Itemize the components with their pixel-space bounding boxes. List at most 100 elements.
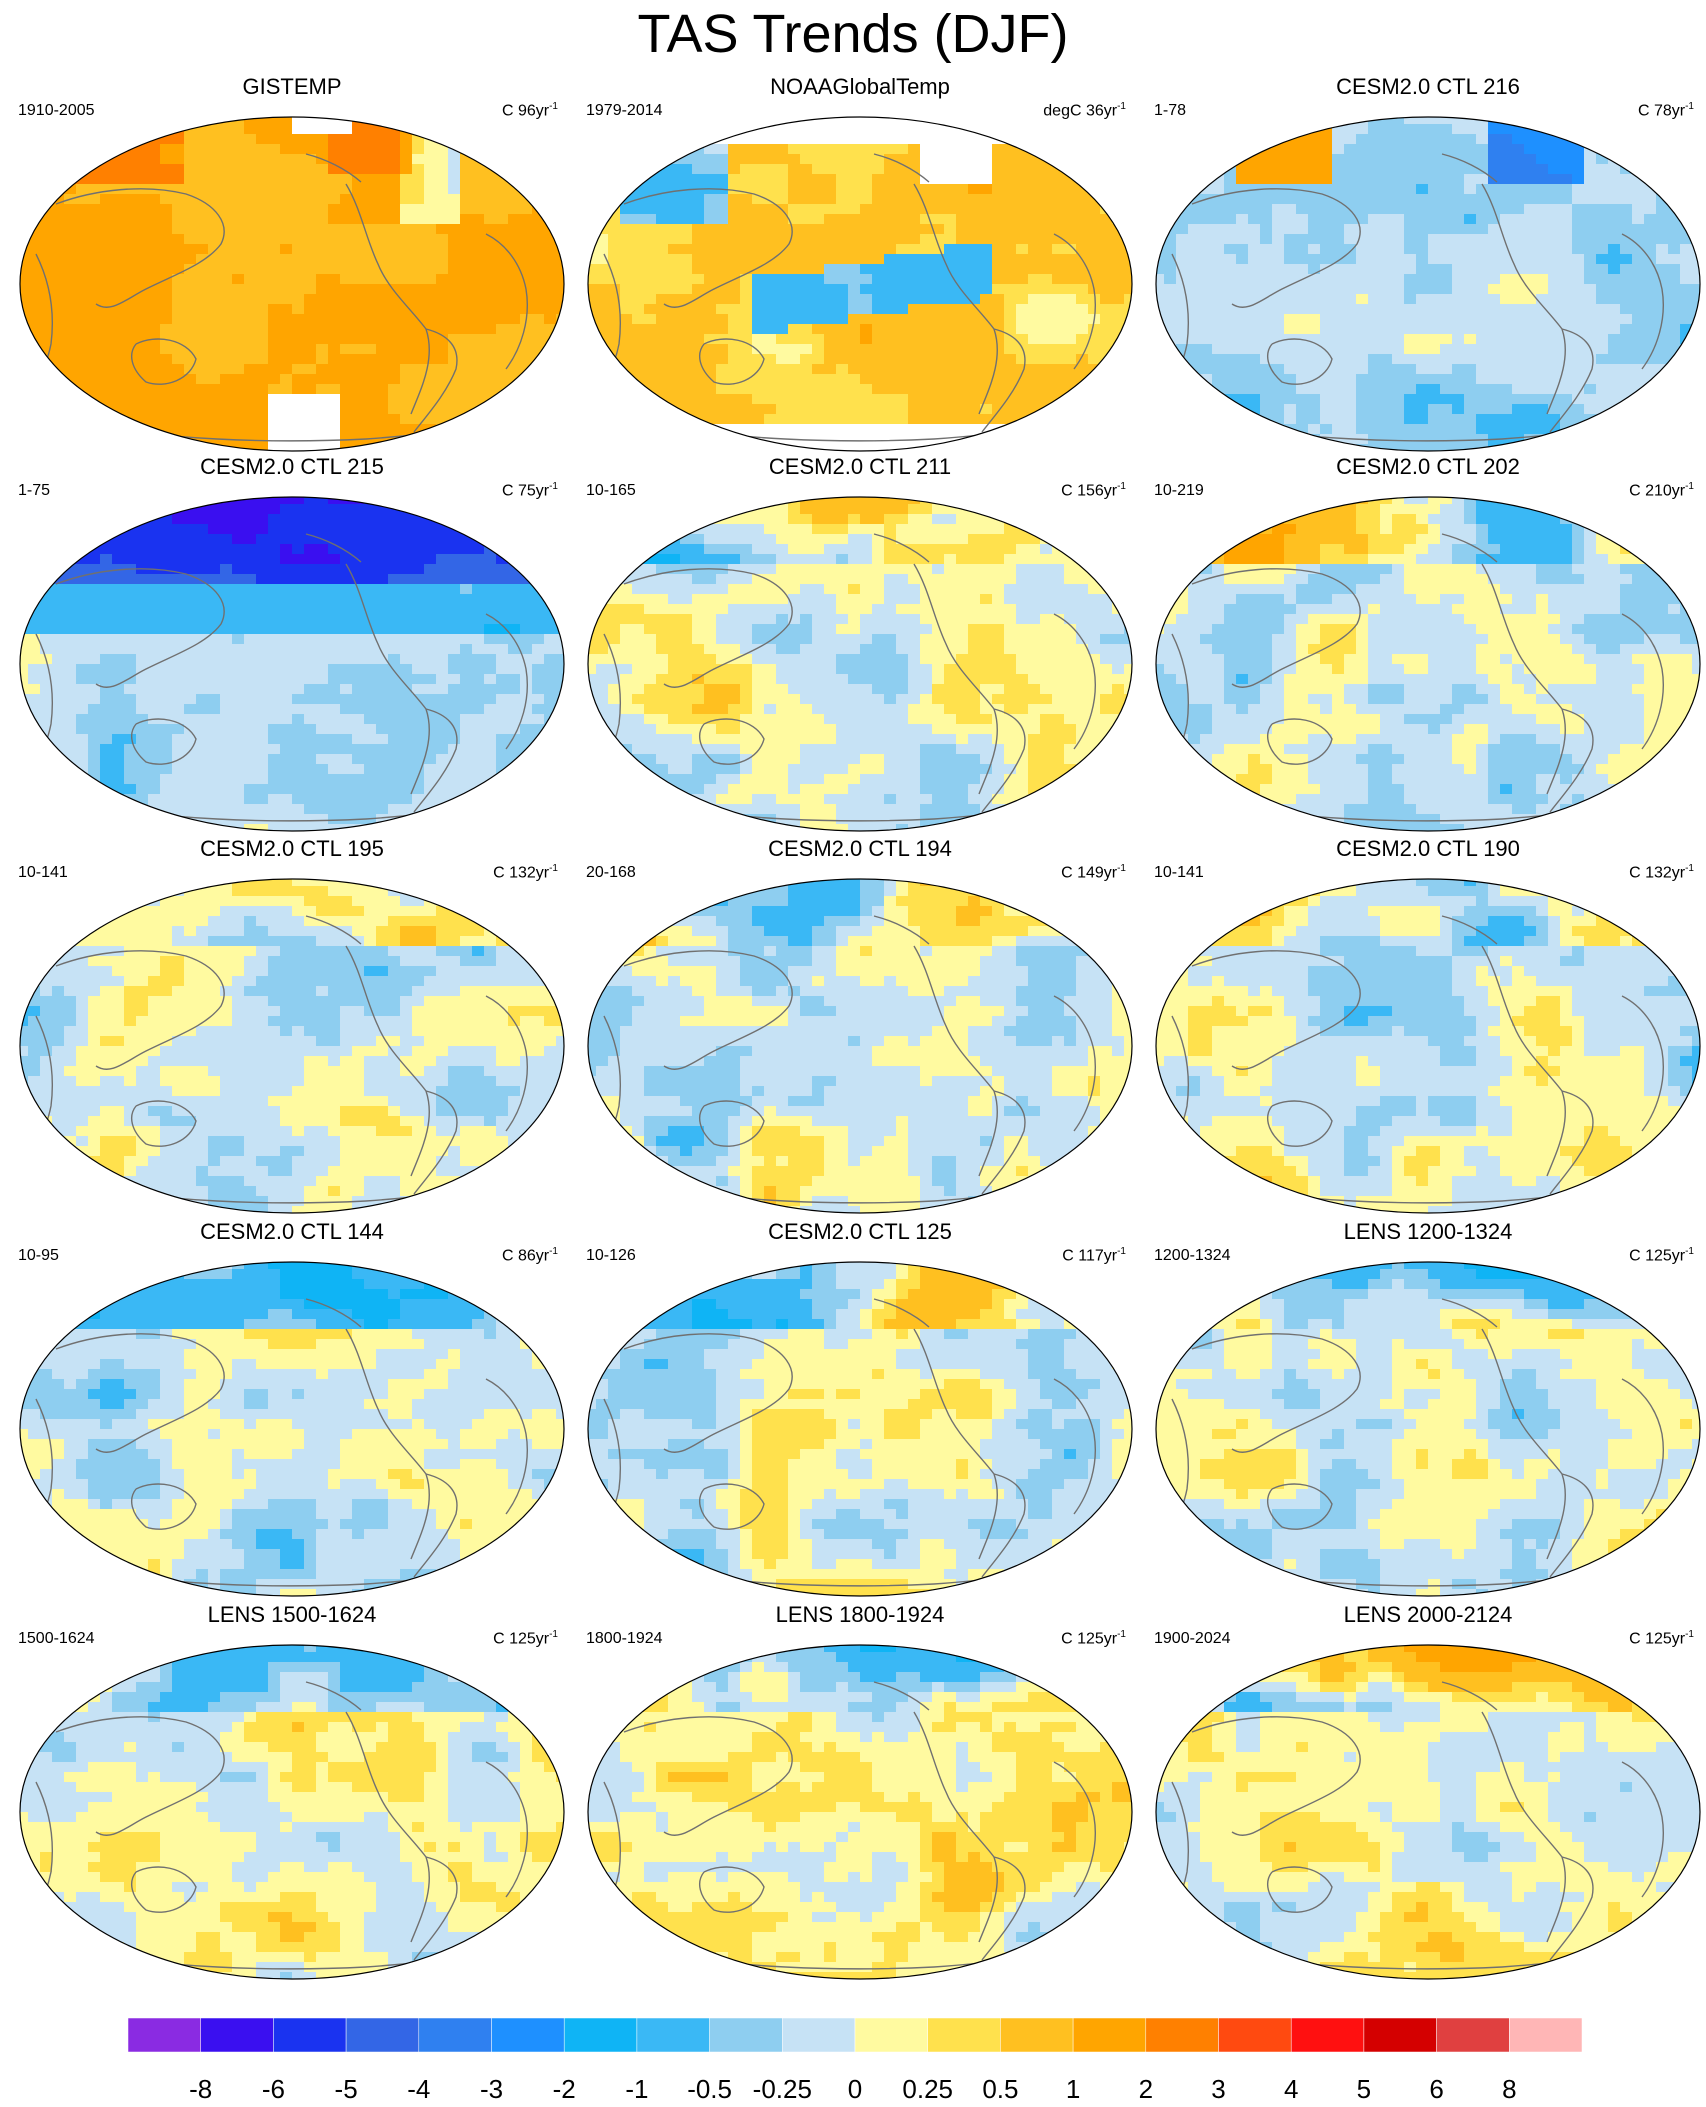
panel-units-exponent: -1 bbox=[549, 481, 558, 492]
panel-period: 1500-1624 bbox=[18, 1630, 95, 1648]
panel-units: C 96yr-1 bbox=[502, 98, 558, 120]
panel-units-exponent: -1 bbox=[549, 1629, 558, 1640]
map-panel: CESM2.0 CTL 202 10-219 C 210yr-1 bbox=[1144, 454, 1706, 838]
panel-period: 20-168 bbox=[586, 864, 636, 882]
panel-units: C 125yr-1 bbox=[1061, 1626, 1126, 1648]
panel-title: CESM2.0 CTL 194 bbox=[576, 836, 1144, 862]
panel-units: C 125yr-1 bbox=[1629, 1626, 1694, 1648]
panel-units-text: degC 36yr bbox=[1043, 102, 1117, 119]
panel-title: LENS 1800-1924 bbox=[576, 1602, 1144, 1628]
panel-title: LENS 1200-1324 bbox=[1144, 1219, 1706, 1245]
panel-title: CESM2.0 CTL 215 bbox=[8, 454, 576, 480]
panel-units-text: C 125yr bbox=[493, 1630, 549, 1647]
map-plot bbox=[587, 1261, 1133, 1597]
panel-units-text: C 132yr bbox=[1629, 864, 1685, 881]
panel-units-text: C 86yr bbox=[502, 1247, 549, 1264]
panel-units-text: C 125yr bbox=[1629, 1247, 1685, 1264]
panel-period: 10-219 bbox=[1154, 482, 1204, 500]
panel-units-text: C 96yr bbox=[502, 102, 549, 119]
panel-units-exponent: -1 bbox=[1117, 863, 1126, 874]
map-panel: NOAAGlobalTemp 1979-2014 degC 36yr-1 bbox=[576, 74, 1144, 458]
figure-title: TAS Trends (DJF) bbox=[0, 0, 1706, 66]
map-plot bbox=[19, 116, 565, 452]
map-plot bbox=[1155, 1644, 1701, 1980]
colorbar-tick-label: -4 bbox=[407, 2075, 430, 2103]
panel-title: CESM2.0 CTL 190 bbox=[1144, 836, 1706, 862]
colorbar-tick-label: -3 bbox=[480, 2075, 503, 2103]
panel-units-exponent: -1 bbox=[1685, 1246, 1694, 1257]
panel-period: 10-126 bbox=[586, 1247, 636, 1265]
map-panel: LENS 2000-2124 1900-2024 C 125yr-1 bbox=[1144, 1602, 1706, 1986]
colorbar-tick-label: -6 bbox=[262, 2075, 285, 2103]
panel-period: 10-141 bbox=[1154, 864, 1204, 882]
map-panel: CESM2.0 CTL 215 1-75 C 75yr-1 bbox=[8, 454, 576, 838]
panel-units: C 86yr-1 bbox=[502, 1243, 558, 1265]
panel-period: 1910-2005 bbox=[18, 102, 95, 120]
panel-units-exponent: -1 bbox=[549, 1246, 558, 1257]
map-panel: LENS 1200-1324 1200-1324 C 125yr-1 bbox=[1144, 1219, 1706, 1603]
panel-period: 1900-2024 bbox=[1154, 1630, 1231, 1648]
map-panel: CESM2.0 CTL 144 10-95 C 86yr-1 bbox=[8, 1219, 576, 1603]
panel-units: C 210yr-1 bbox=[1629, 478, 1694, 500]
panel-units-exponent: -1 bbox=[1685, 1629, 1694, 1640]
map-panel: LENS 1500-1624 1500-1624 C 125yr-1 bbox=[8, 1602, 576, 1986]
colorbar-tick-label: 4 bbox=[1284, 2075, 1298, 2103]
panel-title: CESM2.0 CTL 216 bbox=[1144, 74, 1706, 100]
colorbar-tick-label: 6 bbox=[1429, 2075, 1443, 2103]
panel-units-exponent: -1 bbox=[1117, 1246, 1126, 1257]
panel-period: 1-78 bbox=[1154, 102, 1186, 120]
map-plot bbox=[1155, 878, 1701, 1214]
panel-title: LENS 2000-2124 bbox=[1144, 1602, 1706, 1628]
map-panel: GISTEMP 1910-2005 C 96yr-1 bbox=[8, 74, 576, 458]
panel-units-exponent: -1 bbox=[1685, 863, 1694, 874]
panel-title: CESM2.0 CTL 144 bbox=[8, 1219, 576, 1245]
panel-units-exponent: -1 bbox=[1685, 481, 1694, 492]
colorbar-tick-label: -5 bbox=[335, 2075, 358, 2103]
colorbar-tick-label: 0.25 bbox=[902, 2075, 953, 2103]
colorbar-tick-label: 3 bbox=[1211, 2075, 1225, 2103]
colorbar-tick-label: 0.5 bbox=[982, 2075, 1018, 2103]
map-plot bbox=[587, 1644, 1133, 1980]
map-plot bbox=[19, 1261, 565, 1597]
colorbar-tick-label: -0.25 bbox=[753, 2075, 812, 2103]
map-panel: CESM2.0 CTL 125 10-126 C 117yr-1 bbox=[576, 1219, 1144, 1603]
panel-units-text: C 210yr bbox=[1629, 482, 1685, 499]
panel-units-text: C 125yr bbox=[1629, 1630, 1685, 1647]
panel-title: LENS 1500-1624 bbox=[8, 1602, 576, 1628]
map-plot bbox=[1155, 496, 1701, 832]
panel-units-exponent: -1 bbox=[549, 101, 558, 112]
panel-units-exponent: -1 bbox=[1117, 101, 1126, 112]
panel-title: CESM2.0 CTL 202 bbox=[1144, 454, 1706, 480]
panel-units-exponent: -1 bbox=[549, 863, 558, 874]
panel-units: C 132yr-1 bbox=[1629, 860, 1694, 882]
map-panel: CESM2.0 CTL 194 20-168 C 149yr-1 bbox=[576, 836, 1144, 1220]
panel-units: C 125yr-1 bbox=[493, 1626, 558, 1648]
panel-period: 1200-1324 bbox=[1154, 1247, 1231, 1265]
panel-units: C 75yr-1 bbox=[502, 478, 558, 500]
panel-units: degC 36yr-1 bbox=[1043, 98, 1126, 120]
panel-units: C 125yr-1 bbox=[1629, 1243, 1694, 1265]
panel-units-text: C 75yr bbox=[502, 482, 549, 499]
panel-title: NOAAGlobalTemp bbox=[576, 74, 1144, 100]
panel-units-text: C 149yr bbox=[1061, 864, 1117, 881]
panel-units-text: C 132yr bbox=[493, 864, 549, 881]
panel-units: C 78yr-1 bbox=[1638, 98, 1694, 120]
panel-units-text: C 78yr bbox=[1638, 102, 1685, 119]
panel-units-exponent: -1 bbox=[1117, 1629, 1126, 1640]
colorbar-tick-label: 8 bbox=[1502, 2075, 1516, 2103]
map-panel: CESM2.0 CTL 195 10-141 C 132yr-1 bbox=[8, 836, 576, 1220]
panel-period: 1979-2014 bbox=[586, 102, 663, 120]
panel-period: 10-141 bbox=[18, 864, 68, 882]
map-plot bbox=[587, 496, 1133, 832]
panel-units-exponent: -1 bbox=[1685, 101, 1694, 112]
colorbar-tick-label: 5 bbox=[1357, 2075, 1371, 2103]
panel-title: GISTEMP bbox=[8, 74, 576, 100]
panel-units-text: C 125yr bbox=[1061, 1630, 1117, 1647]
colorbar-tick-label: -1 bbox=[625, 2075, 648, 2103]
colorbar-tick-label: 2 bbox=[1139, 2075, 1153, 2103]
map-plot bbox=[19, 1644, 565, 1980]
colorbar-tick-label: 1 bbox=[1066, 2075, 1080, 2103]
panel-period: 1-75 bbox=[18, 482, 50, 500]
panel-units: C 149yr-1 bbox=[1061, 860, 1126, 882]
